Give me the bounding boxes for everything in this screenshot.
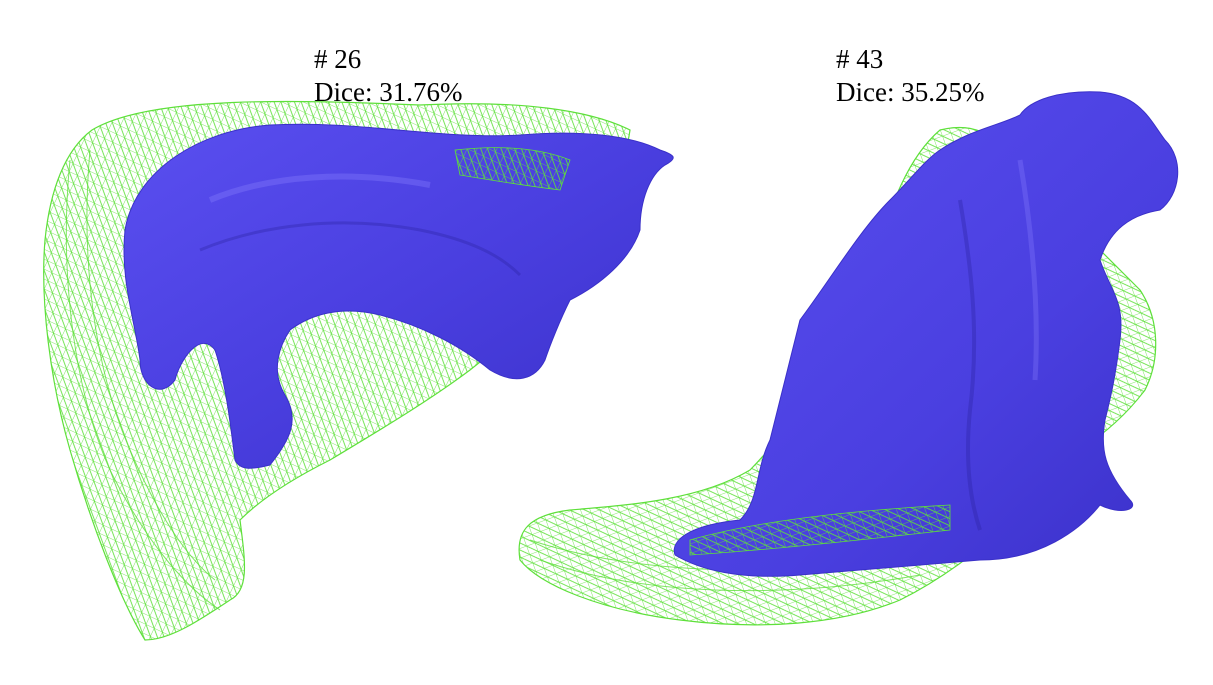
case-number-label: # 43	[836, 44, 884, 74]
dice-score-label: Dice: 35.25%	[836, 77, 985, 107]
dice-score-label: Dice: 31.76%	[314, 77, 463, 107]
panel-case-26: # 26 Dice: 31.76%	[43, 43, 674, 641]
render-case-43	[518, 91, 1179, 626]
render-case-26	[43, 100, 674, 641]
prediction-surface	[673, 91, 1179, 577]
case-caption-43: # 43 Dice: 35.25%	[836, 43, 984, 109]
case-number-label: # 26	[314, 44, 362, 74]
case-caption-26: # 26 Dice: 31.76%	[314, 43, 462, 109]
prediction-surface	[123, 123, 674, 469]
panel-case-43: # 43 Dice: 35.25%	[500, 0, 1213, 685]
